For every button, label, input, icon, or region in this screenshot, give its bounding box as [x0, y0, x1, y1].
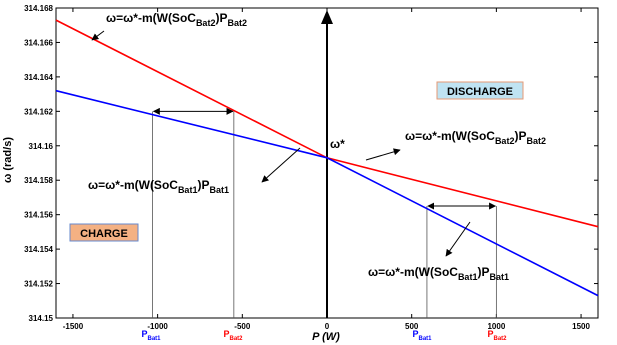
power-markers: PBat1 PBat2 PBat1 PBat2 — [141, 329, 507, 342]
p-marker-bat1-discharge: PBat1 — [412, 329, 432, 342]
y-tick-label: 314.156 — [24, 211, 53, 220]
series-line-bat1 — [55, 89, 599, 297]
equation-mid-left: ω=ω*-m(W(SoCBat1)PBat1 — [88, 178, 229, 195]
y-axis-arrowhead — [321, 10, 333, 24]
series-lines — [55, 19, 599, 297]
p-marker-bat2-charge: PBat2 — [223, 329, 243, 342]
pointer-arrows — [91, 30, 471, 257]
pointer-arrow — [261, 147, 301, 183]
axes — [55, 7, 599, 319]
p-marker-bat1-charge: PBat1 — [141, 329, 161, 342]
pointer-arrow — [445, 221, 471, 257]
y-tick-label: 314.164 — [24, 73, 53, 82]
y-tick-label: 314.168 — [24, 4, 53, 13]
pointer-arrow — [365, 148, 401, 161]
equation-mid-right: ω=ω*-m(W(SoCBat2)PBat2 — [405, 129, 546, 146]
omega-star-label: ω* — [330, 137, 345, 151]
discharge-box: DISCHARGE — [436, 81, 524, 100]
x-tick-label: 1500 — [572, 322, 590, 331]
p-marker-bat2-discharge: PBat2 — [487, 329, 507, 342]
pointer-arrow — [91, 30, 105, 41]
x-tick-label: 0 — [325, 322, 330, 331]
shift-arrows — [152, 107, 497, 210]
y-tick-label: 314.166 — [24, 38, 53, 47]
x-tick-label: -1500 — [63, 322, 84, 331]
x-axis-label: P (W) — [312, 331, 340, 343]
y-tick-label: 314.154 — [24, 245, 53, 254]
y-tick-label: 314.162 — [24, 107, 53, 116]
x-tick-label: -500 — [234, 322, 251, 331]
charge-box: CHARGE — [69, 223, 139, 242]
x-tick-label: 500 — [405, 322, 419, 331]
x-tick-label: 1000 — [487, 322, 505, 331]
y-tick-label: 314.152 — [24, 280, 53, 289]
equation-bottom-right: ω=ω*-m(W(SoCBat1)PBat1 — [368, 265, 509, 282]
y-tick-label: 314.15 — [29, 314, 54, 323]
svg-text:DISCHARGE: DISCHARGE — [447, 86, 513, 98]
y-tick-label: 314.158 — [24, 176, 53, 185]
y-tick-label: 314.16 — [29, 142, 54, 151]
equation-top-left: ω=ω*-m(W(SoCBat2)PBat2 — [106, 11, 247, 28]
guide-lines — [152, 111, 497, 318]
svg-text:CHARGE: CHARGE — [80, 228, 128, 240]
tick-labels: -1500 -1000 -500 0 500 1000 1500 314.15 314.152 3… — [24, 4, 598, 331]
y-axis-label: ω (rad/s) — [2, 137, 14, 183]
x-tick-label: -1000 — [147, 322, 168, 331]
